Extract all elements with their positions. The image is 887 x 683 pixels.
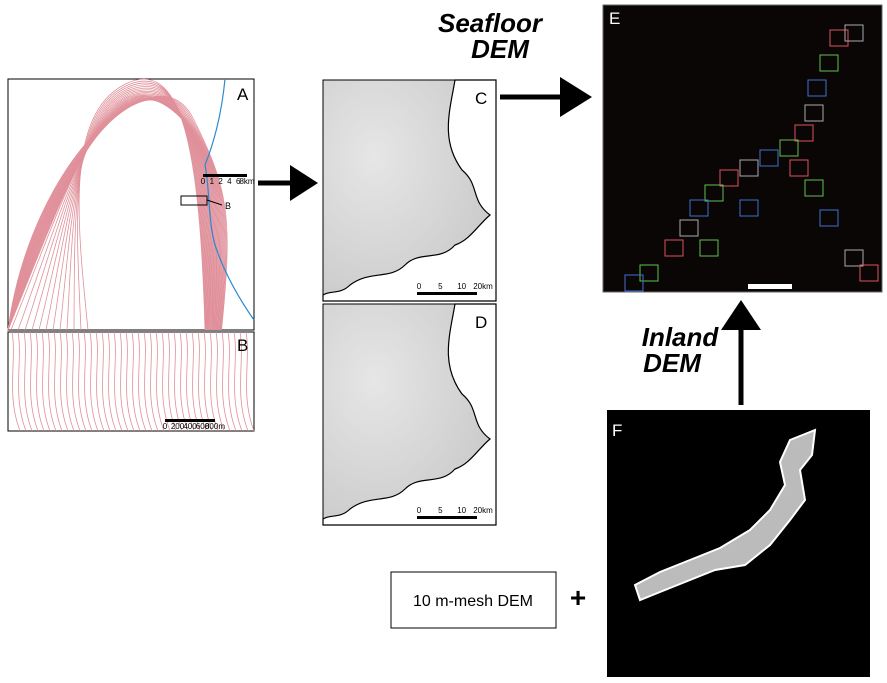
scale-label: 20km xyxy=(473,282,493,291)
page: {"panels": [ {"label": "A"}, {"label": "… xyxy=(0,0,887,683)
scale-label: 20km xyxy=(473,506,493,515)
panel-label: E xyxy=(609,9,620,28)
scale-label: 0 xyxy=(417,282,422,291)
panel-d: 0 5 10 20km D xyxy=(323,304,496,525)
callout-label: B xyxy=(225,201,231,211)
panel-label: C xyxy=(475,89,487,108)
scale-bar xyxy=(417,516,477,519)
scale-label: 0 xyxy=(201,177,206,186)
panel-label: D xyxy=(475,313,487,332)
panel-label: A xyxy=(237,85,249,104)
figure: B 012468km A 0200400600800m B 051020km C… xyxy=(0,0,887,683)
scale-label: 5 xyxy=(438,282,443,291)
scale-bar xyxy=(417,292,477,295)
scale-label: 1 xyxy=(210,177,215,186)
scale-label: 10 xyxy=(457,282,466,291)
arrow-head xyxy=(290,165,318,201)
arrow-head xyxy=(560,77,592,117)
scale-label: 10 xyxy=(457,506,466,515)
panel-b: 0200400600800m B xyxy=(8,332,254,431)
scale-label: 4 xyxy=(227,177,232,186)
panel-frame xyxy=(603,5,882,292)
plus-sign: + xyxy=(570,582,586,613)
panel-f: F xyxy=(607,410,870,677)
panel-e: E xyxy=(603,5,882,292)
panel-label: F xyxy=(612,421,622,440)
arrow-head xyxy=(721,300,761,330)
scale-label: 5 xyxy=(438,506,443,515)
panel-c: 0 5 10 20km C xyxy=(323,80,496,301)
scale-label: 2 xyxy=(218,177,223,186)
panel-label: B xyxy=(237,336,248,355)
scale-label: 0 xyxy=(417,506,422,515)
source-label: 10 m-mesh DEM xyxy=(413,593,533,610)
arrow-label: DEM xyxy=(643,348,702,378)
scale-label: 0 xyxy=(163,422,168,431)
scale-label: 8km xyxy=(239,177,254,186)
arrow-label: DEM xyxy=(471,34,530,64)
scale-bar xyxy=(748,284,792,289)
scale-label: 800m xyxy=(205,422,225,431)
